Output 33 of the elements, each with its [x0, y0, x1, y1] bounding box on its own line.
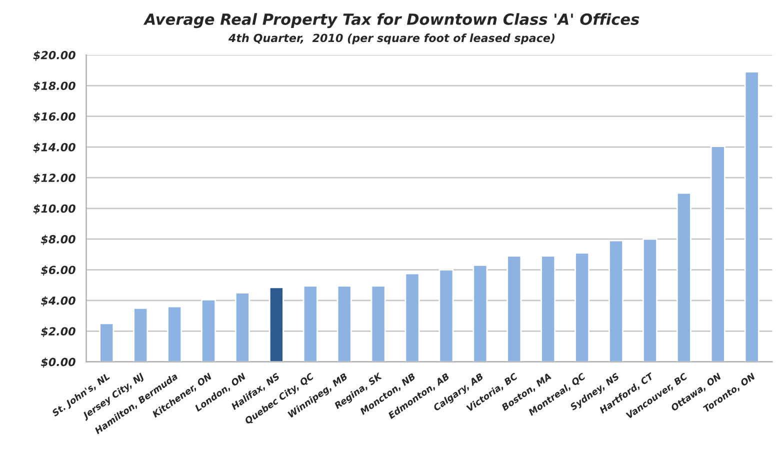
chart-title: Average Real Property Tax for Downtown Class 'A' Offices [143, 13, 640, 28]
bar [234, 292, 250, 362]
bar [404, 272, 420, 362]
y-tick-label: $8.00 [40, 234, 76, 245]
bar [268, 286, 284, 362]
y-tick-label: $2.00 [40, 326, 76, 337]
bar [472, 264, 488, 362]
y-tick-label: $0.00 [40, 358, 76, 368]
y-tick-label: $12.00 [33, 173, 76, 184]
bar [642, 238, 658, 362]
bar [370, 285, 386, 362]
y-tick-label: $18.00 [33, 81, 76, 92]
bar [302, 285, 318, 362]
bar [710, 146, 726, 362]
y-tick-label: $16.00 [33, 112, 76, 122]
bar [506, 255, 522, 362]
y-tick-label: $10.00 [33, 204, 76, 214]
bar [608, 240, 624, 362]
bar [540, 255, 556, 362]
bar [336, 285, 352, 362]
bar [438, 269, 454, 362]
bar [99, 322, 114, 362]
bar [676, 192, 692, 362]
bar [201, 298, 216, 362]
y-tick-label: $4.00 [40, 296, 76, 306]
bar [167, 306, 182, 362]
y-tick-label: $20.00 [33, 50, 76, 61]
chart-subtitle: 4th Quarter, 2010 (per square foot of leased space) [228, 34, 554, 44]
y-tick-label: $14.00 [33, 142, 76, 153]
y-tick-label: $6.00 [40, 266, 76, 276]
bar [574, 252, 590, 362]
bar [133, 307, 148, 362]
bar [744, 71, 760, 362]
